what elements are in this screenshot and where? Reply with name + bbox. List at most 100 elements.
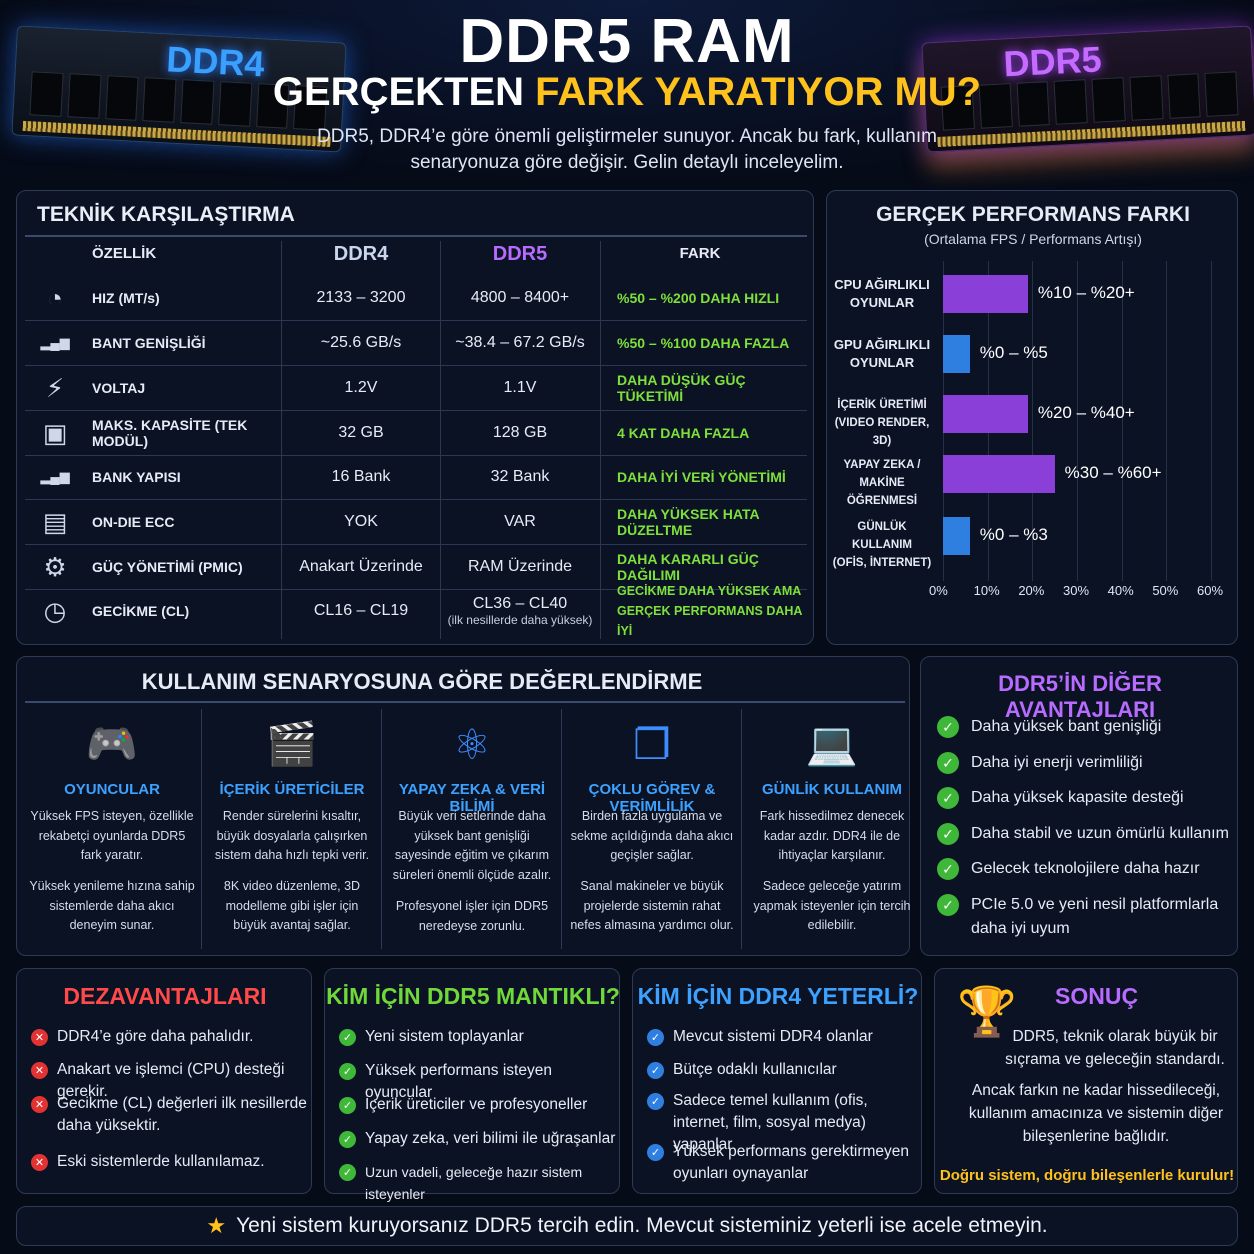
table-row: ⚙ GÜÇ YÖNETİMİ (PMIC) Anakart Üzerinde RAM … bbox=[17, 545, 815, 589]
ddr4-audience-panel: KİM İÇİN DDR4 YETERLİ? ✓ Mevcut sistemi D… bbox=[632, 968, 922, 1194]
bar-chart-icon: ▂▄▆ bbox=[40, 335, 70, 350]
ddr5-value: CL36 – CL40 bbox=[472, 595, 568, 612]
check-icon: ✓ bbox=[937, 822, 959, 845]
conclusion-footer: Doğru sistem, doğru bileşenlerle kurulur… bbox=[939, 1167, 1235, 1184]
header-ddr5: DDR5 bbox=[492, 243, 548, 265]
bar bbox=[943, 335, 970, 373]
scenarios-panel: KULLANIM SENARYOSUNA GÖRE DEĞERLENDİRME … bbox=[16, 656, 911, 956]
advantages-panel: DDR5’İN DİĞER AVANTAJLARI ✓ Daha yüksek b… bbox=[920, 656, 1238, 956]
x-tick-label: 50% bbox=[1152, 583, 1179, 598]
check-icon: ✓ bbox=[937, 751, 959, 774]
list-item: ✓ Gelecek teknolojilere daha hazır bbox=[937, 857, 1233, 881]
scenario-card: 🎮 OYUNCULAR Yüksek FPS isteyen, özellikle … bbox=[23, 709, 201, 949]
chip-icon: ▣ bbox=[42, 417, 68, 448]
feature-name: HIZ (MT/s) bbox=[92, 290, 160, 306]
list-item: ✕ Anakart ve işlemci (CPU) desteği gereki… bbox=[31, 1059, 307, 1103]
category-label: YAPAY ZEKA / MAKİNE ÖĞRENMESİ bbox=[827, 456, 937, 510]
check-icon: ✓ bbox=[647, 1029, 664, 1046]
conclusion-text-1: DDR5, teknik olarak büyük bir sıçrama ve… bbox=[1005, 1028, 1225, 1068]
feature-name: ON-DIE ECC bbox=[92, 514, 175, 530]
gear-icon: ⚙ bbox=[43, 551, 67, 582]
bar bbox=[943, 455, 1055, 493]
ddr5-value: 128 GB bbox=[492, 424, 548, 441]
ddr5-value: RAM Üzerinde bbox=[467, 558, 573, 575]
check-icon: ✓ bbox=[937, 858, 959, 880]
check-icon: ✓ bbox=[339, 1131, 356, 1148]
ddr5-value: 32 Bank bbox=[490, 468, 550, 485]
brain-icon: ⚛ bbox=[453, 720, 491, 768]
subtitle-highlight: FARK YARATIYOR MU? bbox=[535, 70, 982, 114]
list-item-text: Mevcut sistemi DDR4 olanlar bbox=[673, 1028, 873, 1045]
x-tick-label: 30% bbox=[1063, 583, 1090, 598]
advantage-text: Daha yüksek bant genişliği bbox=[971, 718, 1162, 735]
difference-value: DAHA KARARLI GÜÇ DAĞILIMI bbox=[617, 551, 759, 583]
feature-name: GÜÇ YÖNETİMİ (PMIC) bbox=[92, 559, 243, 575]
chart-subtitle: (Ortalama FPS / Performans Artışı) bbox=[924, 231, 1142, 247]
difference-value: DAHA YÜKSEK HATA DÜZELTME bbox=[617, 506, 760, 538]
category-label-line: OYUNLAR bbox=[849, 295, 915, 310]
footer-banner: ★ Yeni sistem kuruyorsanız DDR5 tercih e… bbox=[16, 1206, 1238, 1246]
ddr5-value-cell: 4800 – 8400+ bbox=[440, 276, 600, 320]
feature-name: BANT GENİŞLİĞİ bbox=[92, 335, 206, 351]
category-label: İÇERİK ÜRETİMİ (VIDEO RENDER, 3D) bbox=[827, 396, 937, 450]
disadvantages-title: DEZAVANTAJLARI bbox=[63, 983, 267, 1009]
table-row: ◷ GECİKME (CL) CL16 – CL19 CL36 – CL40 (ilk … bbox=[17, 584, 815, 639]
scenario-description: Fark hissedilmez denecek kadar azdır. DD… bbox=[759, 809, 905, 862]
scenario-title: GÜNLİK KULLANIM bbox=[762, 781, 902, 798]
lightning-icon: ⚡ bbox=[45, 372, 65, 403]
clapperboard-icon: 🎬 bbox=[265, 719, 319, 767]
list-item-text: Yüksek performans isteyen oyuncular bbox=[365, 1062, 552, 1101]
list-item: ✓ Daha iyi enerji verimliliği bbox=[937, 751, 1233, 775]
scenario-note: Sanal makineler ve büyük projelerde sist… bbox=[570, 879, 734, 932]
list-item: ✓ Yeni sistem toplayanlar bbox=[339, 1026, 619, 1048]
difference-value: GECİKME DAHA YÜKSEK AMA GERÇEK PERFORMAN… bbox=[617, 584, 802, 638]
cross-icon: ✕ bbox=[31, 1029, 48, 1046]
intro-text: DDR5, DDR4’e göre önemli geliştirmeler s… bbox=[317, 126, 937, 173]
bar-value-label: %10 – %20+ bbox=[1037, 283, 1135, 302]
x-tick-label: 40% bbox=[1107, 583, 1134, 598]
conclusion-text-2: Ancak farkın ne kadar hissedileceği, kul… bbox=[968, 1082, 1224, 1145]
list-item: ✓ Mevcut sistemi DDR4 olanlar bbox=[647, 1026, 915, 1048]
list-item-text: Sadece temel kullanım (ofis, internet, f… bbox=[673, 1092, 868, 1153]
scenario-title: İÇERİK ÜRETİCİLER bbox=[219, 781, 365, 798]
header: DDR4 DDR5 DDR5 RAM GERÇEKTEN FARK YARATI… bbox=[0, 0, 1254, 185]
list-item: ✓ Daha yüksek kapasite desteği bbox=[937, 786, 1233, 810]
difference-value: %50 – %200 DAHA HIZLI bbox=[617, 290, 780, 306]
list-item: ✓ PCIe 5.0 ve yeni nesil platformlarla da… bbox=[937, 893, 1233, 941]
list-item-text: Uzun vadeli, geleceğe hazır sistem istey… bbox=[365, 1164, 583, 1202]
check-icon: ✓ bbox=[339, 1164, 356, 1181]
ddr5-value: VAR bbox=[504, 513, 536, 530]
gamepad-icon: 🎮 bbox=[85, 719, 139, 767]
difference-value: 4 KAT DAHA FAZLA bbox=[617, 425, 750, 441]
table-row: ▂▄▆ BANK YAPISI 16 Bank 32 Bank DAHA İYİ VER… bbox=[17, 455, 815, 499]
scenario-card: 🎬 İÇERİK ÜRETİCİLER Render sürelerini kısa… bbox=[203, 709, 381, 949]
x-tick-label: 0% bbox=[929, 583, 948, 598]
cross-icon: ✕ bbox=[31, 1062, 48, 1079]
subtitle-start: GERÇEKTEN bbox=[272, 70, 536, 114]
check-icon: ✓ bbox=[647, 1062, 664, 1079]
ddr5-value-cell: 32 Bank bbox=[440, 455, 600, 499]
clock-icon: ◷ bbox=[43, 595, 67, 626]
scenario-note: Sadece geleceğe yatırım yapmak isteyenle… bbox=[753, 879, 911, 932]
list-item: ✕ Eski sistemlerde kullanılamaz. bbox=[31, 1151, 307, 1173]
ddr4-audience-title: KİM İÇİN DDR4 YETERLİ? bbox=[637, 983, 919, 1009]
ddr4-value: Anakart Üzerinde bbox=[299, 558, 423, 575]
difference-value: DAHA İYİ VERİ YÖNETİMİ bbox=[617, 469, 786, 485]
bar-value-label: %0 – %5 bbox=[979, 343, 1048, 362]
ddr4-value: 32 GB bbox=[338, 424, 384, 441]
ddr4-value: 1.2V bbox=[344, 379, 378, 396]
list-item-text: Eski sistemlerde kullanılamaz. bbox=[57, 1153, 265, 1170]
check-icon: ✓ bbox=[339, 1063, 356, 1080]
scenario-description: Birden fazla uygulama ve sekme açıldığın… bbox=[570, 809, 734, 862]
ecc-chip-icon: ▤ bbox=[42, 506, 68, 537]
category-label: GPU AĞIRLIKLI OYUNLAR bbox=[827, 336, 937, 372]
list-item: ✕ DDR4’e göre daha pahalıdır. bbox=[31, 1026, 307, 1048]
bar bbox=[943, 275, 1028, 313]
ddr4-value: CL16 – CL19 bbox=[313, 602, 409, 619]
list-item: ✓ İçerik üreticiler ve profesyoneller bbox=[339, 1094, 619, 1116]
list-item-text: Anakart ve işlemci (CPU) desteği gerekir… bbox=[57, 1061, 285, 1100]
scenario-title: OYUNCULAR bbox=[64, 781, 160, 798]
table-row: ▂▄▆ BANT GENİŞLİĞİ ~25.6 GB/s ~38.4 – 67.2 … bbox=[17, 321, 815, 365]
table-row: ⚡ VOLTAJ 1.2V 1.1V DAHA DÜŞÜK GÜÇ TÜKETİMİ bbox=[17, 366, 815, 410]
scenario-description: Render sürelerini kısaltır, büyük dosyal… bbox=[214, 809, 370, 862]
